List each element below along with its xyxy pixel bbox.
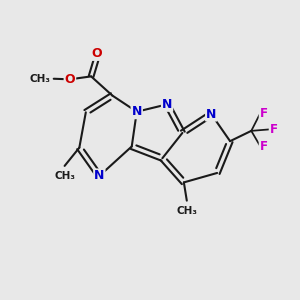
Text: O: O (64, 73, 75, 86)
Text: O: O (91, 47, 102, 60)
Text: F: F (260, 107, 268, 120)
Text: CH₃: CH₃ (54, 171, 75, 181)
Text: F: F (270, 123, 278, 136)
Text: N: N (94, 169, 104, 182)
Text: N: N (206, 108, 216, 121)
Text: N: N (162, 98, 172, 111)
Text: CH₃: CH₃ (30, 74, 51, 84)
Text: N: N (132, 105, 142, 118)
Text: CH₃: CH₃ (176, 206, 197, 216)
Text: F: F (260, 140, 268, 153)
